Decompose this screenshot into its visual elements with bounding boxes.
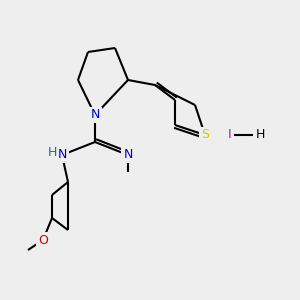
Text: H: H xyxy=(255,128,265,142)
Text: I: I xyxy=(228,128,232,142)
Text: H: H xyxy=(47,146,57,160)
Text: N: N xyxy=(57,148,67,161)
Text: S: S xyxy=(201,128,209,142)
Text: N: N xyxy=(90,109,100,122)
Text: N: N xyxy=(123,148,133,161)
Text: O: O xyxy=(38,233,48,247)
